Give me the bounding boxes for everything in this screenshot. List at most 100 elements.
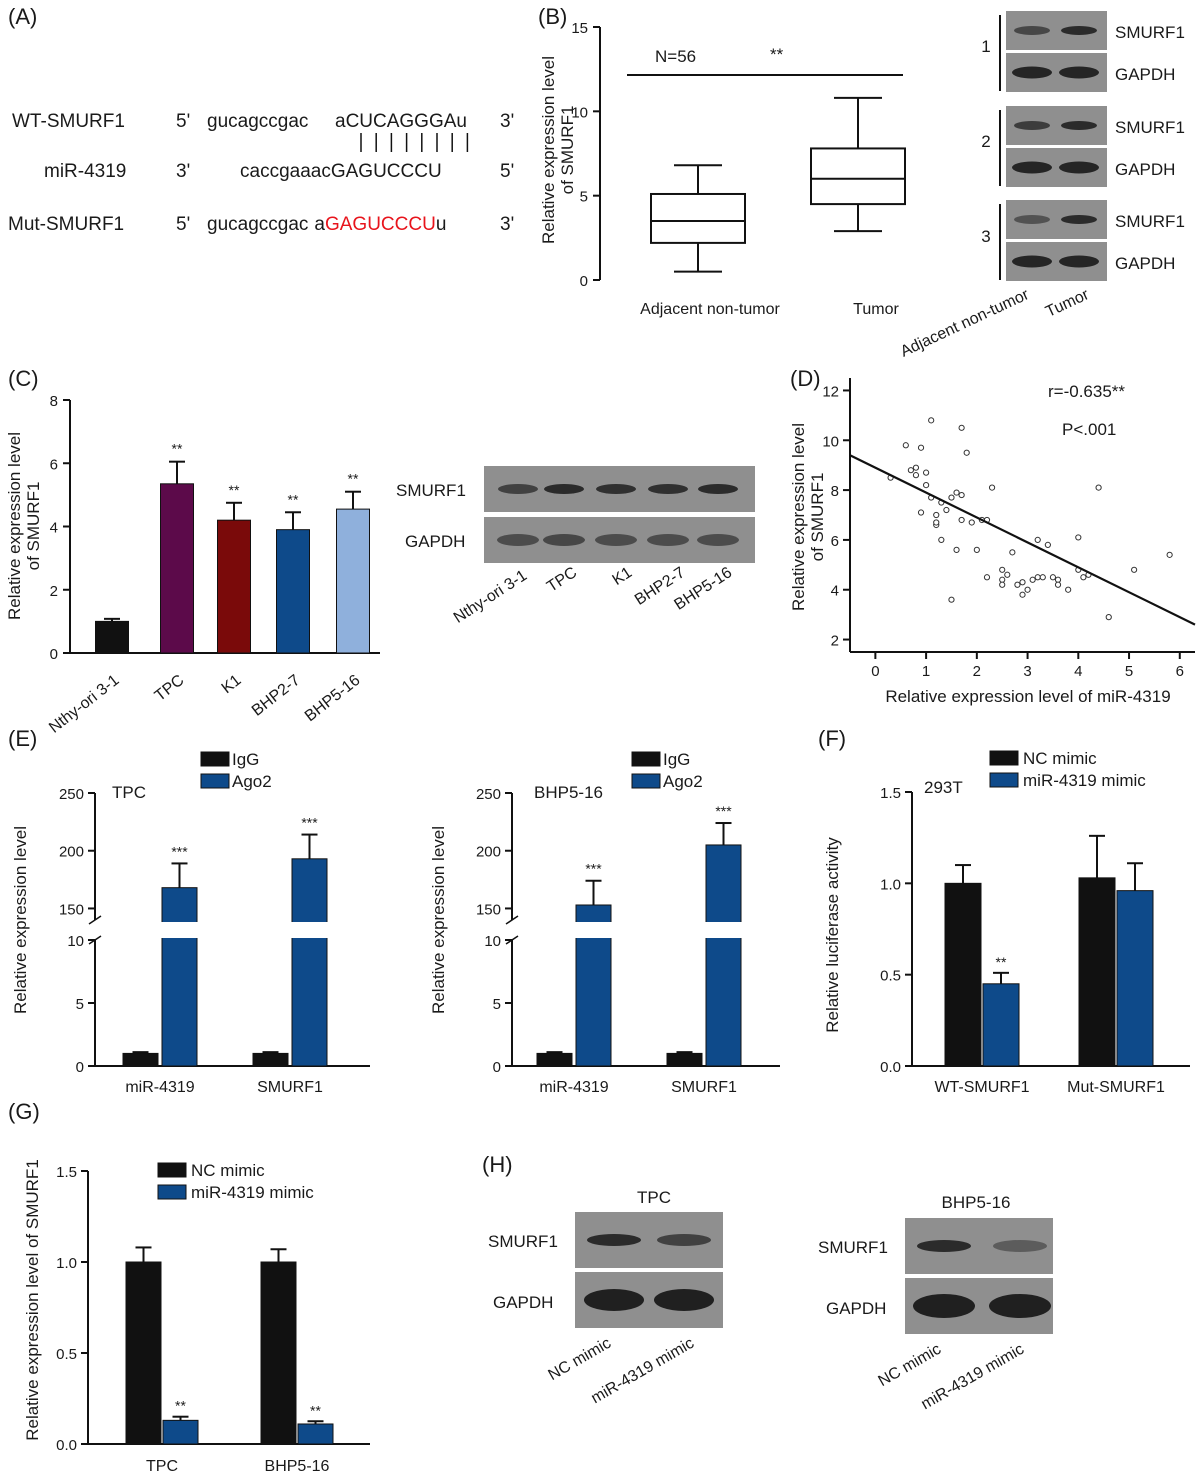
group-label: 1 bbox=[981, 37, 990, 56]
error-bar bbox=[169, 460, 185, 484]
bar-series-2 bbox=[291, 858, 328, 1067]
western-blot-b: SMURF1 GAPDH 1 SMURF1 GAPDH 2 SMURF1 GAPDH 3 Adja… bbox=[898, 11, 1185, 361]
x-tick-label: miR-4319 bbox=[539, 1079, 608, 1096]
blot-smurf1-band bbox=[1061, 121, 1097, 130]
y-tick-label: 5 bbox=[580, 189, 588, 206]
scatter-point bbox=[1009, 549, 1016, 556]
x-tick-label: Nthy-ori 3-1 bbox=[46, 672, 122, 737]
scatter-point bbox=[912, 472, 920, 479]
y-axis-title: Relative expression levelof SMURF1 bbox=[789, 423, 827, 611]
scatter-point bbox=[933, 511, 940, 519]
panel-e: (E) 0 5 10 150 200 250 *** miR-4319 *** SMURF1 TPC… bbox=[8, 726, 780, 1096]
scatter-point bbox=[907, 467, 914, 474]
legend-label: NC mimic bbox=[191, 1161, 265, 1180]
blot-gapdh-band bbox=[1012, 255, 1052, 268]
bar-series-1 bbox=[122, 1052, 159, 1067]
x-tick-label: WT-SMURF1 bbox=[934, 1079, 1029, 1096]
y-tick-label: 0 bbox=[580, 273, 588, 290]
band-label-smurf1: SMURF1 bbox=[818, 1238, 888, 1257]
bar-series-2 bbox=[297, 1423, 334, 1445]
x-tick-label: 4 bbox=[1074, 663, 1082, 680]
y-axis-title-line: of SMURF1 bbox=[808, 473, 827, 562]
blot-smurf1 bbox=[1006, 11, 1107, 50]
x-tick-label: 1 bbox=[922, 663, 930, 680]
blot-gapdh-band bbox=[584, 1289, 644, 1311]
blot-smurf1 bbox=[575, 1212, 723, 1268]
legend-swatch bbox=[200, 773, 230, 789]
blot-smurf1 bbox=[484, 466, 755, 512]
y-tick-label: 5 bbox=[493, 996, 501, 1013]
box-iqr bbox=[810, 147, 906, 206]
panel-c: (C) 0 2 4 6 8 Nthy-ori 3-1 ** TPC ** K1 ** BHP2-7 **… bbox=[5, 366, 755, 737]
mir-label: miR-4319 bbox=[44, 161, 126, 182]
mut-prefix: gucagccgac bbox=[207, 214, 308, 235]
bar-series-2 bbox=[982, 983, 1020, 1067]
scatter-point bbox=[917, 509, 925, 516]
scatter-point bbox=[917, 444, 925, 451]
chart-subtitle: 293T bbox=[924, 778, 963, 797]
scatter-point bbox=[973, 546, 980, 553]
x-tick-label: Tumor bbox=[853, 301, 899, 318]
legend-swatch bbox=[157, 1184, 187, 1200]
blot-gapdh bbox=[1006, 148, 1107, 187]
scatter-point bbox=[1095, 484, 1102, 491]
y-axis-title-line: of SMURF1 bbox=[24, 482, 43, 571]
mut-seq: gucagccgac aGAGUCCCUu bbox=[207, 214, 446, 235]
band-label-gapdh: GAPDH bbox=[1115, 254, 1175, 273]
blot-gapdh-band bbox=[1059, 255, 1099, 268]
bar-series-2 bbox=[162, 1419, 199, 1445]
scatter-point bbox=[933, 519, 940, 526]
panel-a-letter: (A) bbox=[8, 4, 37, 29]
band-label-smurf1: SMURF1 bbox=[1115, 118, 1185, 137]
scatter-point bbox=[1039, 574, 1046, 581]
bar-series-2 bbox=[705, 844, 742, 1067]
blot-smurf1-band bbox=[648, 484, 688, 494]
bar-break-gap bbox=[160, 922, 199, 938]
scatter-point bbox=[968, 519, 975, 526]
scatter-point bbox=[999, 581, 1006, 588]
wt-end5: 5' bbox=[176, 111, 190, 132]
mir-body: caccgaaacGAGUCCCU bbox=[240, 161, 442, 182]
lane-label: K1 bbox=[610, 564, 636, 589]
y-axis-title: Relative expression level bbox=[11, 826, 30, 1014]
y-tick-label: 4 bbox=[50, 520, 58, 537]
bar bbox=[336, 508, 370, 654]
y-axis-title: Relative expression levelof SMURF1 bbox=[539, 56, 577, 244]
lane-label: NC mimic bbox=[545, 1335, 614, 1384]
lane-label: Nthy-ori 3-1 bbox=[451, 567, 530, 627]
bar-series-1 bbox=[1078, 877, 1116, 1067]
blot-smurf1-band bbox=[596, 484, 636, 494]
x-tick-label: TPC bbox=[146, 1458, 178, 1474]
cell-label: BHP5-16 bbox=[942, 1193, 1011, 1212]
blot-smurf1-band bbox=[1014, 26, 1050, 35]
y-tick-label: 6 bbox=[50, 456, 58, 473]
y-axis-title-line: Relative expression level bbox=[539, 56, 558, 244]
y-tick-label: 6 bbox=[831, 533, 839, 550]
mut-label: Mut-SMURF1 bbox=[8, 214, 124, 235]
scatter-point bbox=[938, 536, 945, 544]
blot-gapdh-band bbox=[543, 534, 585, 546]
scatter-point bbox=[999, 576, 1006, 583]
scatter-point bbox=[1024, 586, 1031, 593]
x-tick-label: Mut-SMURF1 bbox=[1067, 1079, 1165, 1096]
mir-end3: 5' bbox=[500, 161, 514, 182]
scatter-point bbox=[1080, 574, 1087, 581]
mir-end5: 3' bbox=[176, 161, 190, 182]
blot-smurf1-band bbox=[917, 1240, 971, 1252]
scatter-point bbox=[963, 449, 970, 456]
y-axis-title: Relative expression level of SMURF1 bbox=[23, 1159, 42, 1441]
y-tick-label: 10 bbox=[822, 433, 839, 450]
y-tick-label: 8 bbox=[831, 483, 839, 500]
p-annotation: P<.001 bbox=[1062, 420, 1116, 439]
error-bar bbox=[135, 1246, 152, 1262]
scatter-point bbox=[958, 516, 965, 524]
band-label-gapdh: GAPDH bbox=[826, 1299, 886, 1318]
blot-smurf1-band bbox=[1014, 121, 1050, 130]
scatter-point bbox=[958, 424, 965, 431]
y-tick-label: 12 bbox=[822, 383, 839, 400]
scatter-point bbox=[1029, 576, 1036, 583]
lane-label: NC mimic bbox=[875, 1341, 944, 1390]
